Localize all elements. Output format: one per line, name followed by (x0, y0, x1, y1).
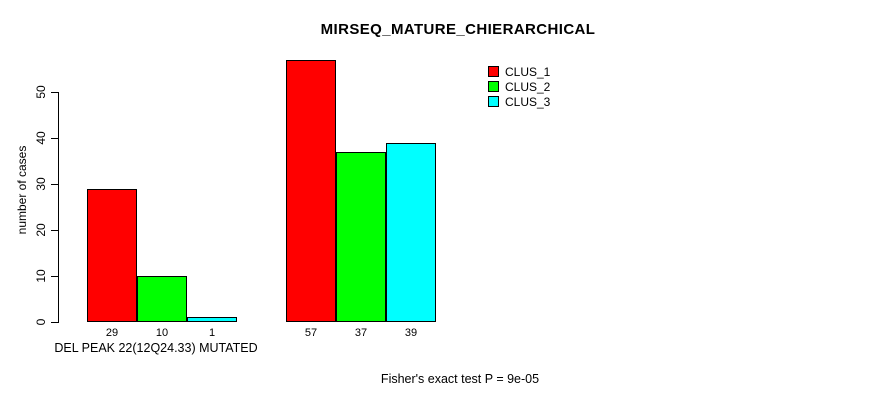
y-axis-tick-label: 20 (34, 223, 48, 237)
y-axis-tick (51, 137, 58, 139)
y-axis-tick (51, 229, 58, 231)
legend-swatch (488, 81, 499, 92)
bar (286, 60, 336, 322)
y-axis-tick-label: 0 (34, 318, 48, 326)
bar-value-label: 57 (304, 327, 318, 339)
y-axis-tick (51, 321, 58, 323)
bar (187, 317, 237, 322)
bar-value-label: 37 (354, 327, 368, 339)
y-axis-tick-label: 30 (34, 177, 48, 191)
bar (386, 143, 436, 322)
y-axis-tick-label: 10 (34, 269, 48, 283)
y-axis-tick (51, 275, 58, 277)
bar-value-label: 29 (105, 327, 119, 339)
bar (137, 276, 187, 322)
legend-swatch (488, 96, 499, 107)
y-axis-tick (51, 91, 58, 93)
legend-item: CLUS_1 (488, 64, 550, 79)
bar-value-label: 1 (208, 327, 216, 339)
legend-label: CLUS_3 (505, 94, 551, 109)
legend-item: CLUS_3 (488, 94, 550, 109)
bar-value-label: 10 (155, 327, 169, 339)
bar (87, 189, 137, 322)
legend: CLUS_1 CLUS_2 CLUS_3 (488, 64, 550, 109)
chart-title: MIRSEQ_MATURE_CHIERARCHICAL (320, 21, 596, 38)
legend-swatch (488, 66, 499, 77)
y-axis-label: number of cases (15, 145, 29, 235)
y-axis-tick-label: 40 (34, 131, 48, 145)
fisher-test-annotation: Fisher's exact test P = 9e-05 (380, 372, 540, 386)
y-axis-tick-label: 50 (34, 85, 48, 99)
bar (336, 152, 386, 322)
legend-item: CLUS_2 (488, 79, 550, 94)
bar-value-label: 39 (404, 327, 418, 339)
y-axis-line (58, 92, 59, 323)
category-label: DEL PEAK 22(12Q24.33) MUTATED (54, 341, 258, 355)
legend-label: CLUS_2 (505, 79, 551, 94)
legend-label: CLUS_1 (505, 64, 551, 79)
y-axis-tick (51, 183, 58, 185)
